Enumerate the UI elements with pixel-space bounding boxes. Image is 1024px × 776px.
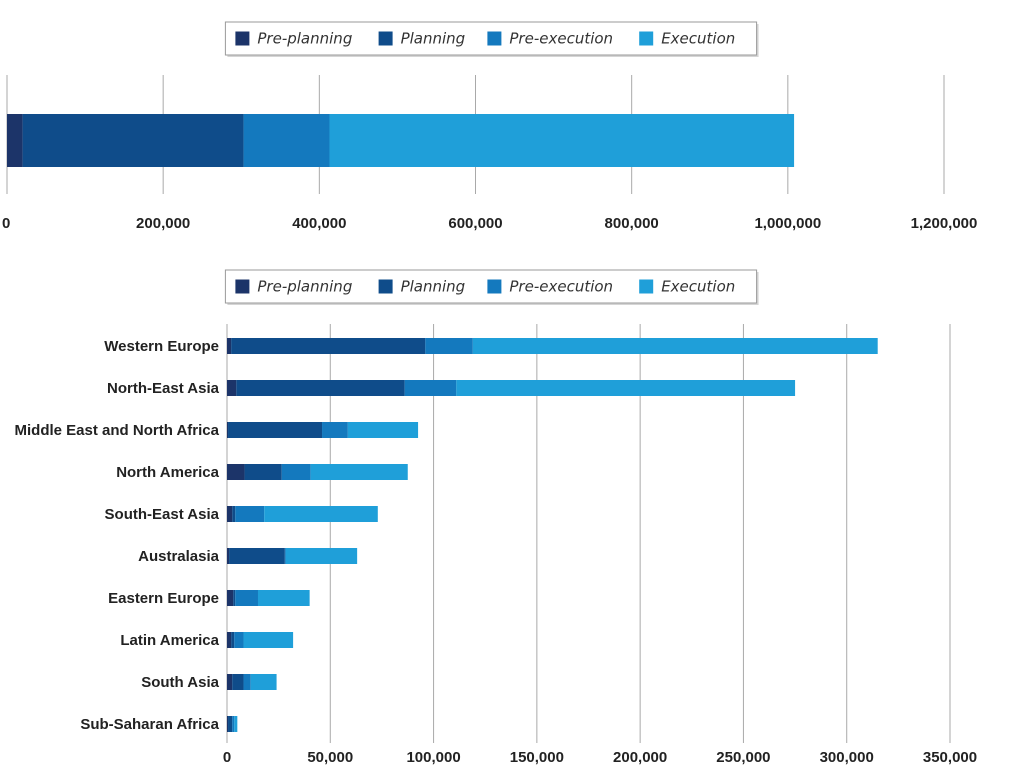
- chart2-bar-eastern-europe-pre-execution: [235, 590, 258, 606]
- chart2-bar-north-east-asia-pre-planning: [227, 380, 237, 396]
- chart2-bar-south-east-asia-planning: [232, 506, 236, 522]
- chart2-bar-western-europe-pre-planning: [227, 338, 232, 354]
- chart2-category-label-latin-america: Latin America: [120, 632, 219, 649]
- chart2-bar-western-europe-execution: [472, 338, 878, 354]
- chart1-x-tick-label: 1,200,000: [911, 215, 978, 232]
- chart2-bar-north-america-pre-planning: [227, 464, 245, 480]
- chart2-legend-swatch-pre-planning: [235, 279, 250, 294]
- chart1-legend-label-pre-execution: Pre-execution: [509, 30, 613, 48]
- chart1-legend-swatch-planning: [378, 31, 393, 46]
- chart2-bar-south-east-asia-pre-execution: [235, 506, 265, 522]
- chart1-legend-swatch-pre-planning: [235, 31, 250, 46]
- chart1-bar-pre-planning: [7, 114, 23, 167]
- chart2-legend-swatch-execution: [639, 279, 654, 294]
- chart2-category-label-north-america: North America: [116, 464, 219, 481]
- chart2-x-tick-label: 200,000: [613, 749, 667, 766]
- chart1-x-tick-label: 800,000: [605, 215, 659, 232]
- chart2-legend-label-planning: Planning: [401, 278, 466, 296]
- chart2-bar-north-east-asia-execution: [456, 380, 796, 396]
- chart2-category-label-eastern-europe: Eastern Europe: [108, 590, 219, 607]
- chart2-bar-eastern-europe-planning: [233, 590, 236, 606]
- chart2-bar-western-europe-pre-execution: [425, 338, 473, 354]
- chart2-bar-north-east-asia-pre-execution: [404, 380, 457, 396]
- chart1-bar-pre-execution: [243, 114, 330, 167]
- chart2-category-label-south-asia: South Asia: [141, 674, 219, 691]
- chart2-legend-label-pre-planning: Pre-planning: [257, 278, 352, 296]
- chart2-bar-north-america-planning: [244, 464, 282, 480]
- chart2-bar-latin-america-pre-planning: [227, 632, 232, 648]
- chart2-legend-swatch-planning: [378, 279, 393, 294]
- chart1-legend-label-planning: Planning: [401, 30, 466, 48]
- chart2-category-label-north-east-asia: North-East Asia: [107, 380, 220, 397]
- chart2-bar-australasia-execution: [285, 548, 358, 564]
- chart2-bar-latin-america-pre-execution: [234, 632, 244, 648]
- chart2-x-tick-label: 250,000: [716, 749, 770, 766]
- chart2-x-tick-label: 300,000: [820, 749, 874, 766]
- chart2-bar-south-asia-pre-planning: [227, 674, 233, 690]
- chart1-legend-label-execution: Execution: [661, 30, 735, 48]
- chart2-bar-south-east-asia-execution: [264, 506, 378, 522]
- chart2-bar-sub-saharan-africa-execution: [234, 716, 238, 732]
- chart1-bar-planning: [22, 114, 244, 167]
- chart2-bar-south-east-asia-pre-planning: [227, 506, 233, 522]
- chart2-bar-north-america-execution: [310, 464, 408, 480]
- chart2-bar-sub-saharan-africa-pre-planning: [227, 716, 229, 732]
- chart1-bar-execution: [329, 114, 795, 167]
- chart2-bar-australasia-planning: [229, 548, 285, 564]
- chart1-legend-swatch-execution: [639, 31, 654, 46]
- chart2-bar-australasia-pre-execution: [284, 548, 286, 564]
- chart1-legend-swatch-pre-execution: [487, 31, 502, 46]
- chart2-x-tick-label: 50,000: [307, 749, 353, 766]
- chart2-category-label-australasia: Australasia: [138, 548, 220, 565]
- chart2-x-tick-label: 100,000: [406, 749, 460, 766]
- chart2-category-label-middle-east-and-north-africa: Middle East and North Africa: [15, 422, 220, 439]
- chart1-x-tick-label: 200,000: [136, 215, 190, 232]
- chart2-bar-eastern-europe-execution: [257, 590, 310, 606]
- chart1-x-tick-label: 400,000: [292, 215, 346, 232]
- chart2-category-label-western-europe: Western Europe: [104, 338, 219, 355]
- chart2-legend-label-execution: Execution: [661, 278, 735, 296]
- chart2-bar-western-europe-planning: [231, 338, 426, 354]
- chart2-bar-sub-saharan-africa-planning: [228, 716, 233, 732]
- chart2-bar-middle-east-and-north-africa-pre-planning: [227, 422, 229, 438]
- chart2-x-tick-label: 0: [223, 749, 231, 766]
- chart1-legend-label-pre-planning: Pre-planning: [257, 30, 352, 48]
- chart2-bar-south-asia-execution: [250, 674, 277, 690]
- chart2-bar-south-asia-pre-execution: [243, 674, 251, 690]
- chart1-x-tick-label: 1,000,000: [754, 215, 821, 232]
- chart2-x-tick-label: 150,000: [510, 749, 564, 766]
- chart2-bar-south-asia-planning: [232, 674, 244, 690]
- chart2-bar-australasia-pre-planning: [227, 548, 230, 564]
- chart2-legend-swatch-pre-execution: [487, 279, 502, 294]
- chart2-bar-sub-saharan-africa-pre-execution: [232, 716, 235, 732]
- chart2-bar-eastern-europe-pre-planning: [227, 590, 234, 606]
- chart1-x-tick-label: 600,000: [448, 215, 502, 232]
- chart2-bar-middle-east-and-north-africa-execution: [347, 422, 419, 438]
- chart2-bar-latin-america-execution: [243, 632, 294, 648]
- chart2-bar-middle-east-and-north-africa-pre-execution: [322, 422, 348, 438]
- chart2-x-tick-label: 350,000: [923, 749, 977, 766]
- chart2-bar-north-america-pre-execution: [281, 464, 311, 480]
- chart2-bar-latin-america-planning: [231, 632, 235, 648]
- chart1-x-tick-label: 0: [2, 215, 10, 232]
- chart2-legend-label-pre-execution: Pre-execution: [509, 278, 613, 296]
- chart2-bar-north-east-asia-planning: [236, 380, 405, 396]
- chart2-bar-middle-east-and-north-africa-planning: [228, 422, 323, 438]
- chart2-category-label-sub-saharan-africa: Sub-Saharan Africa: [80, 716, 219, 733]
- chart2-category-label-south-east-asia: South-East Asia: [105, 506, 220, 523]
